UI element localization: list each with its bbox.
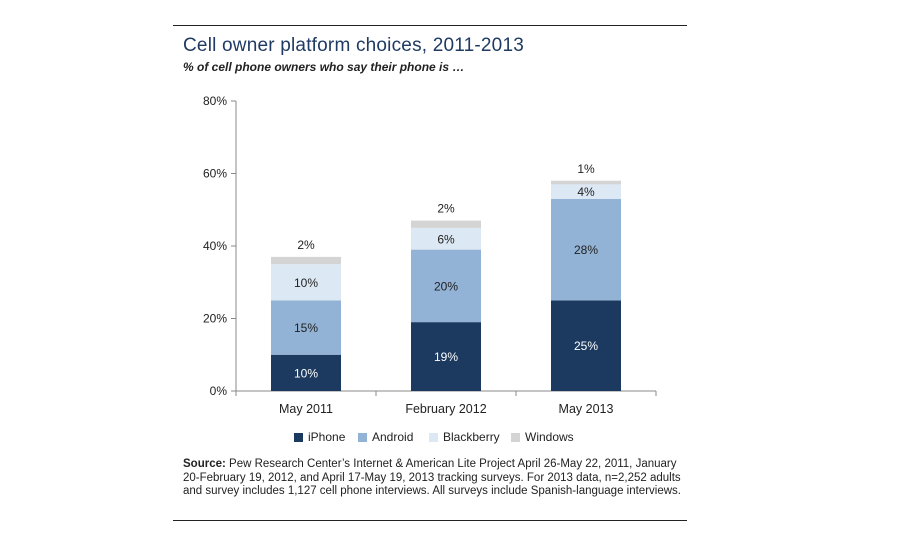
source-text: Pew Research Center’s Internet & America… xyxy=(183,458,681,498)
bar-segment xyxy=(411,220,481,228)
bar-segment xyxy=(411,249,481,323)
legend: iPhone Android Blackberry Windows xyxy=(0,430,911,448)
y-tick-label: 0% xyxy=(210,384,228,398)
bar-segment xyxy=(411,227,481,250)
bar-segment xyxy=(551,300,621,391)
x-tick-label: February 2012 xyxy=(405,402,486,416)
legend-swatch-blackberry xyxy=(429,432,438,442)
stacked-bar-chart: 0%20%40%60%80% May 2011 February 2012 May … xyxy=(203,94,657,416)
bar-segment xyxy=(271,264,341,301)
bar-segment xyxy=(551,184,621,199)
legend-label-iphone: iPhone xyxy=(308,430,346,444)
legend-label-android: Android xyxy=(372,430,414,444)
legend-label-windows: Windows xyxy=(525,430,574,444)
data-label: 20% xyxy=(434,279,458,293)
legend-item-blackberry: Blackberry xyxy=(429,430,500,444)
bar-segment xyxy=(551,180,621,185)
data-label: 2% xyxy=(297,238,315,252)
data-label: 2% xyxy=(437,202,455,216)
bar-segment xyxy=(551,198,621,301)
legend-label-blackberry: Blackberry xyxy=(443,430,500,444)
bar-segment xyxy=(271,354,341,391)
data-label: 4% xyxy=(577,185,595,199)
legend-item-windows: Windows xyxy=(511,430,574,444)
bottom-rule xyxy=(173,520,687,521)
legend-item-iphone: iPhone xyxy=(294,430,345,444)
data-label: 10% xyxy=(294,276,318,290)
data-labels: 10% 15% 10% 2% 19% 20% 6% 2% 25% 28% 4% 1% xyxy=(294,162,598,381)
top-rule xyxy=(173,25,687,26)
bar-segment xyxy=(411,322,481,391)
bar-segment xyxy=(271,256,341,265)
source-label: Source: xyxy=(183,458,226,470)
x-tick-label: May 2011 xyxy=(279,402,333,416)
data-label: 10% xyxy=(294,366,318,380)
legend-swatch-iphone xyxy=(294,432,303,442)
legend-swatch-windows xyxy=(511,432,520,442)
data-label: 1% xyxy=(577,162,595,176)
x-tick-label: May 2013 xyxy=(559,402,614,416)
y-axis: 0% 20% 40% 60% 80% xyxy=(203,94,237,398)
bar-segment xyxy=(271,300,341,355)
data-label: 15% xyxy=(294,321,318,335)
legend-item-android: Android xyxy=(358,430,413,444)
legend-swatch-android xyxy=(358,432,367,442)
source-note: Source: Pew Research Center’s Internet &… xyxy=(183,458,683,499)
y-tick-label: 80% xyxy=(203,94,227,108)
y-tick-label: 20% xyxy=(203,312,227,326)
data-label: 25% xyxy=(574,339,598,353)
chart-subtitle: % of cell phone owners who say their pho… xyxy=(183,60,465,74)
data-label: 6% xyxy=(437,232,455,246)
data-label: 19% xyxy=(434,350,458,364)
y-tick-label: 40% xyxy=(203,239,227,253)
data-label: 28% xyxy=(574,243,598,257)
bars xyxy=(271,180,621,391)
x-axis: May 2011 February 2012 May 2013 xyxy=(235,390,657,416)
chart-title: Cell owner platform choices, 2011-2013 xyxy=(183,35,524,56)
y-tick-label: 60% xyxy=(203,167,227,181)
